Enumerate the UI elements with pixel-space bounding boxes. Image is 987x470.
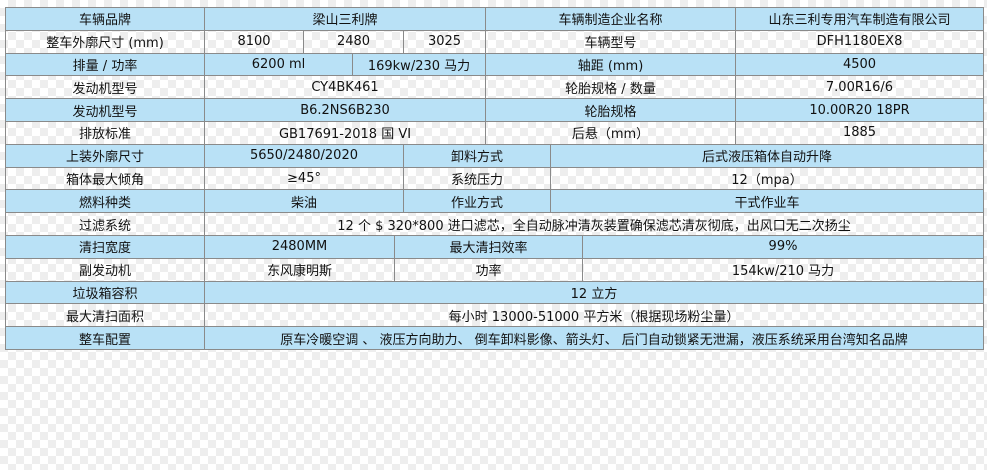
cell-value: 东风康明斯 <box>205 258 395 282</box>
row-label: 发动机型号 <box>6 76 205 100</box>
row-label: 副发动机 <box>6 258 205 282</box>
table-row: 副发动机 东风康明斯 功率 154kw/210 马力 <box>6 258 984 282</box>
cell-value: 最大清扫效率 <box>395 235 583 259</box>
cell-value: 车辆制造企业名称 <box>486 8 736 31</box>
cell-value: 8100 <box>205 30 304 54</box>
row-label: 排放标准 <box>6 121 205 145</box>
spec-table: 车辆品牌 梁山三利牌 车辆制造企业名称 山东三利专用汽车制造有限公司 整车外廓尺寸 (m… <box>5 7 984 350</box>
cell-value: 7.00R16/6 <box>736 76 984 100</box>
cell-value: 轮胎规格 <box>486 99 736 122</box>
table-row: 上装外廓尺寸 5650/2480/2020 卸料方式 后式液压箱体自动升降 <box>6 144 984 168</box>
cell-value: GB17691-2018 国 VI <box>205 121 486 145</box>
cell-value: 系统压力 <box>404 167 551 191</box>
cell-value: 柴油 <box>205 190 404 214</box>
table-row: 排量 / 功率 6200 ml 169kw/230 马力 轴距 (mm) 4500 <box>6 53 984 77</box>
cell-value: 每小时 13000-51000 平方米（根据现场粉尘量） <box>205 304 984 328</box>
cell-value: ≥45° <box>205 167 404 191</box>
row-label: 过滤系统 <box>6 213 205 236</box>
cell-value: 12 立方 <box>205 281 984 305</box>
row-label: 最大清扫面积 <box>6 304 205 328</box>
table-row: 整车配置 原车冷暖空调 、 液压方向助力、 倒车卸料影像、箭头灯、 后门自动锁紧无… <box>6 327 984 350</box>
cell-value: 12 个 $ 320*800 进口滤芯，全自动脉冲清灰装置确保滤芯清灰彻底，出风… <box>205 213 984 236</box>
row-label: 整车外廓尺寸 (mm) <box>6 30 205 54</box>
cell-value: 梁山三利牌 <box>205 8 486 31</box>
cell-value: 12（mpa） <box>551 167 984 191</box>
table-row: 发动机型号 CY4BK461 轮胎规格 / 数量 7.00R16/6 <box>6 76 984 100</box>
cell-value: 5650/2480/2020 <box>205 144 404 168</box>
cell-value: 轮胎规格 / 数量 <box>486 76 736 100</box>
cell-value: 作业方式 <box>404 190 551 214</box>
cell-value: 1885 <box>736 121 984 145</box>
table-row: 最大清扫面积 每小时 13000-51000 平方米（根据现场粉尘量） <box>6 304 984 328</box>
cell-value: 6200 ml <box>205 53 353 77</box>
row-label: 整车配置 <box>6 327 205 350</box>
table-row: 燃料种类 柴油 作业方式 干式作业车 <box>6 190 984 214</box>
row-label: 箱体最大倾角 <box>6 167 205 191</box>
table-row: 过滤系统 12 个 $ 320*800 进口滤芯，全自动脉冲清灰装置确保滤芯清灰彻… <box>6 213 984 236</box>
table-row: 车辆品牌 梁山三利牌 车辆制造企业名称 山东三利专用汽车制造有限公司 <box>6 8 984 31</box>
cell-value: 功率 <box>395 258 583 282</box>
row-label: 车辆品牌 <box>6 8 205 31</box>
cell-value: 干式作业车 <box>551 190 984 214</box>
row-label: 清扫宽度 <box>6 235 205 259</box>
row-label: 垃圾箱容积 <box>6 281 205 305</box>
cell-value: 10.00R20 18PR <box>736 99 984 122</box>
cell-value: 卸料方式 <box>404 144 551 168</box>
cell-value: 2480 <box>304 30 404 54</box>
cell-value: 原车冷暖空调 、 液压方向助力、 倒车卸料影像、箭头灯、 后门自动锁紧无泄漏，液… <box>205 327 984 350</box>
cell-value: DFH1180EX8 <box>736 30 984 54</box>
cell-value: 154kw/210 马力 <box>583 258 984 282</box>
cell-value: 99% <box>583 235 984 259</box>
cell-value: 后式液压箱体自动升降 <box>551 144 984 168</box>
table-row: 排放标准 GB17691-2018 国 VI 后悬（mm） 1885 <box>6 121 984 145</box>
cell-value: 3025 <box>404 30 486 54</box>
table-row: 发动机型号 B6.2NS6B230 轮胎规格 10.00R20 18PR <box>6 99 984 122</box>
table-row: 箱体最大倾角 ≥45° 系统压力 12（mpa） <box>6 167 984 191</box>
row-label: 排量 / 功率 <box>6 53 205 77</box>
cell-value: 169kw/230 马力 <box>353 53 486 77</box>
cell-value: 2480MM <box>205 235 395 259</box>
row-label: 发动机型号 <box>6 99 205 122</box>
cell-value: 车辆型号 <box>486 30 736 54</box>
cell-value: CY4BK461 <box>205 76 486 100</box>
table-row: 垃圾箱容积 12 立方 <box>6 281 984 305</box>
cell-value: 山东三利专用汽车制造有限公司 <box>736 8 984 31</box>
cell-value: 后悬（mm） <box>486 121 736 145</box>
cell-value: 轴距 (mm) <box>486 53 736 77</box>
table-row: 整车外廓尺寸 (mm) 8100 2480 3025 车辆型号 DFH1180EX8 <box>6 30 984 54</box>
row-label: 燃料种类 <box>6 190 205 214</box>
row-label: 上装外廓尺寸 <box>6 144 205 168</box>
cell-value: B6.2NS6B230 <box>205 99 486 122</box>
table-row: 清扫宽度 2480MM 最大清扫效率 99% <box>6 235 984 259</box>
cell-value: 4500 <box>736 53 984 77</box>
